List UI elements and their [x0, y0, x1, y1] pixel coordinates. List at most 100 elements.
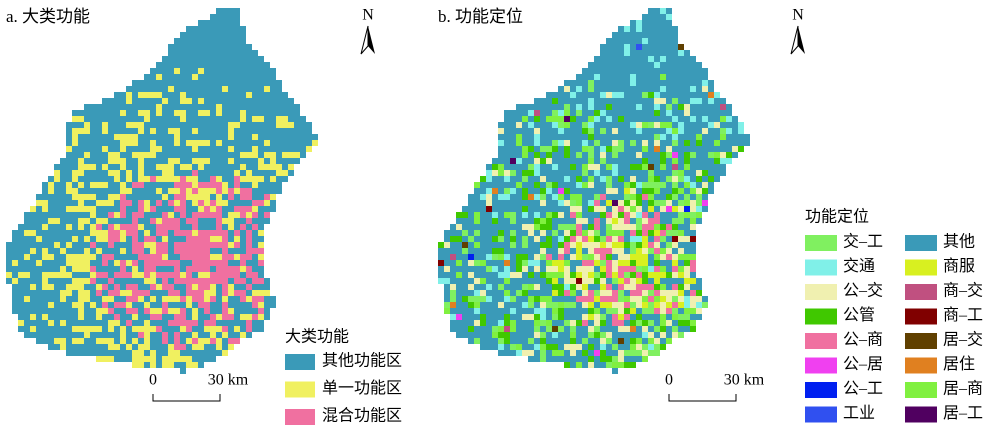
map-cell: [558, 218, 564, 224]
map-cell: [666, 320, 672, 326]
map-cell: [468, 266, 474, 272]
map-cell: [582, 248, 588, 254]
map-cell: [174, 68, 180, 74]
map-cell: [162, 80, 168, 86]
map-cell: [156, 170, 162, 176]
map-cell: [246, 140, 252, 146]
map-cell: [660, 50, 666, 56]
map-cell: [54, 194, 60, 200]
map-cell: [246, 320, 252, 326]
map-cell: [522, 338, 528, 344]
map-cell: [690, 122, 696, 128]
map-cell: [306, 146, 312, 152]
map-cell: [624, 164, 630, 170]
map-cell: [222, 278, 228, 284]
map-cell: [168, 290, 174, 296]
map-cell: [504, 116, 510, 122]
map-cell: [630, 104, 636, 110]
map-cell: [48, 284, 54, 290]
map-cell: [156, 224, 162, 230]
map-cell: [228, 56, 234, 62]
map-cell: [516, 134, 522, 140]
map-cell: [630, 338, 636, 344]
map-cell: [234, 290, 240, 296]
map-cell: [666, 98, 672, 104]
map-cell: [528, 230, 534, 236]
map-cell: [654, 302, 660, 308]
map-cell: [90, 164, 96, 170]
map-cell: [576, 308, 582, 314]
map-cell: [486, 308, 492, 314]
map-cell: [246, 302, 252, 308]
map-cell: [96, 158, 102, 164]
map-cell: [594, 338, 600, 344]
map-cell: [168, 356, 174, 362]
map-cell: [222, 32, 228, 38]
map-cell: [180, 356, 186, 362]
map-cell: [276, 158, 282, 164]
map-cell: [180, 188, 186, 194]
map-cell: [72, 314, 78, 320]
map-cell: [102, 110, 108, 116]
map-cell: [702, 206, 708, 212]
map-cell: [546, 302, 552, 308]
map-cell: [480, 248, 486, 254]
map-cell: [102, 320, 108, 326]
map-cell: [540, 266, 546, 272]
map-cell: [564, 308, 570, 314]
map-cell: [270, 122, 276, 128]
map-cell: [78, 134, 84, 140]
map-cell: [240, 248, 246, 254]
map-cell: [186, 320, 192, 326]
map-cell: [84, 104, 90, 110]
map-cell: [222, 104, 228, 110]
map-cell: [60, 326, 66, 332]
map-cell: [120, 152, 126, 158]
map-cell: [180, 134, 186, 140]
map-cell: [294, 140, 300, 146]
map-cell: [618, 218, 624, 224]
map-cell: [48, 260, 54, 266]
map-cell: [684, 80, 690, 86]
map-cell: [558, 104, 564, 110]
map-cell: [684, 188, 690, 194]
map-cell: [618, 338, 624, 344]
map-cell: [168, 110, 174, 116]
map-cell: [558, 146, 564, 152]
map-cell: [78, 272, 84, 278]
map-cell: [552, 314, 558, 320]
map-cell: [234, 326, 240, 332]
map-cell: [546, 188, 552, 194]
map-cell: [558, 338, 564, 344]
map-cell: [168, 206, 174, 212]
map-cell: [612, 236, 618, 242]
map-cell: [114, 104, 120, 110]
map-cell: [84, 212, 90, 218]
map-cell: [180, 194, 186, 200]
map-cell: [498, 128, 504, 134]
map-cell: [282, 92, 288, 98]
map-cell: [180, 68, 186, 74]
map-cell: [696, 170, 702, 176]
map-cell: [444, 302, 450, 308]
map-cell: [582, 158, 588, 164]
map-cell: [672, 320, 678, 326]
map-cell: [222, 188, 228, 194]
legend-label: 工业: [843, 404, 875, 422]
map-cell: [702, 134, 708, 140]
map-cell: [144, 326, 150, 332]
map-cell: [522, 164, 528, 170]
map-cell: [510, 230, 516, 236]
map-cell: [666, 224, 672, 230]
map-cell: [174, 224, 180, 230]
map-cell: [36, 290, 42, 296]
map-cell: [546, 224, 552, 230]
map-cell: [486, 326, 492, 332]
map-cell: [642, 140, 648, 146]
map-cell: [702, 182, 708, 188]
map-cell: [462, 224, 468, 230]
map-cell: [516, 302, 522, 308]
map-cell: [102, 98, 108, 104]
map-cell: [216, 128, 222, 134]
map-cell: [594, 320, 600, 326]
